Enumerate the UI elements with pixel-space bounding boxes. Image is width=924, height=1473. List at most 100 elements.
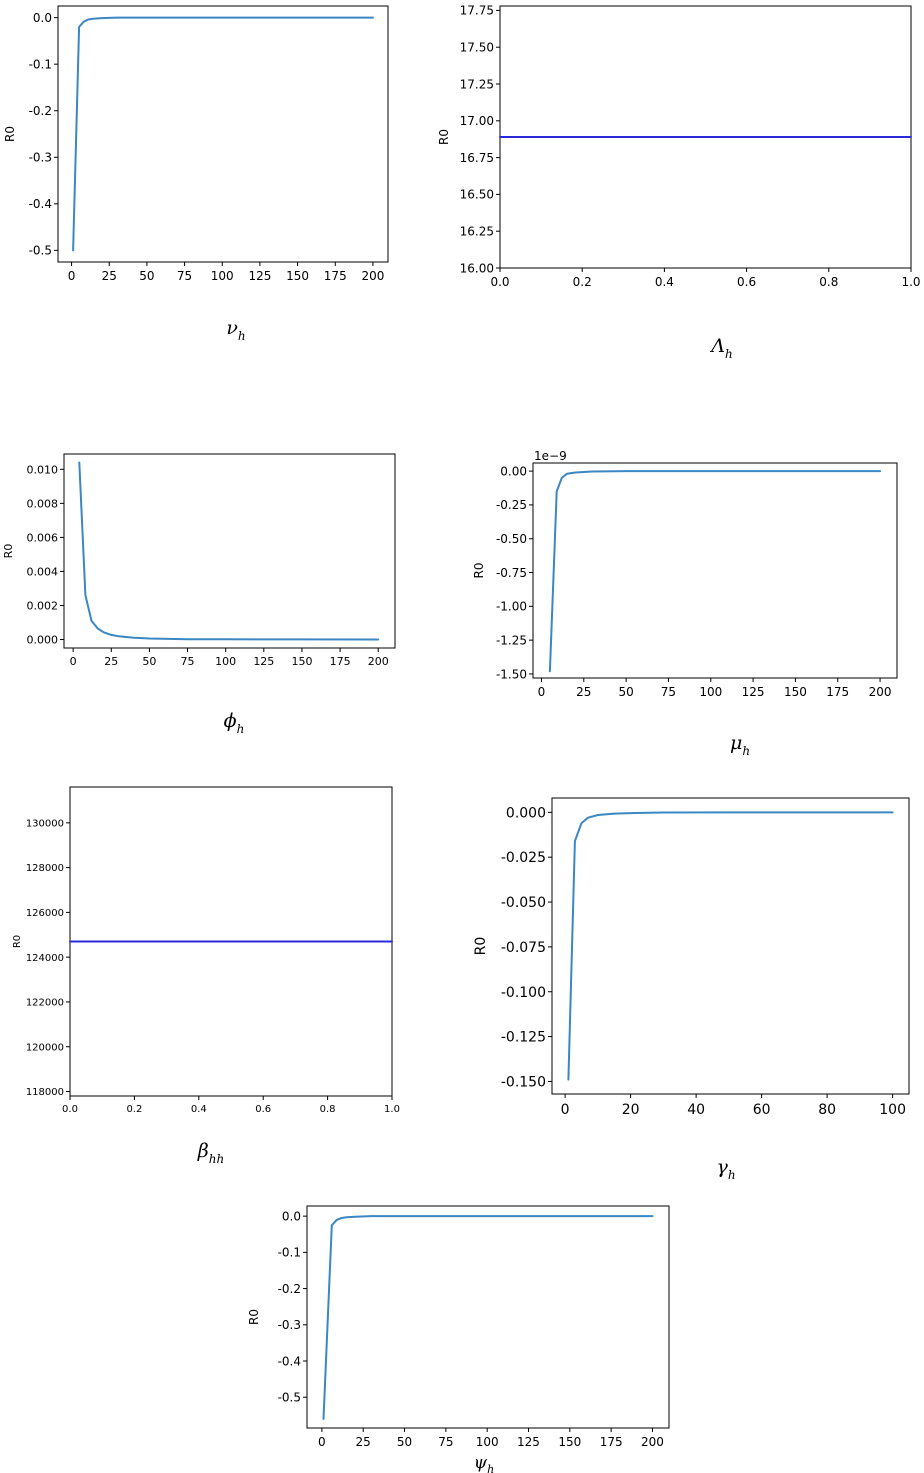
y-tick-label: -0.4 — [29, 197, 52, 211]
y-tick-label: 0.000 — [506, 805, 546, 821]
y-tick-label: 0.002 — [27, 599, 59, 612]
x-tick-label: 0 — [538, 685, 546, 699]
plot-frame — [57, 5, 389, 263]
y-tick-label: 17.50 — [460, 41, 494, 55]
x-axis-label-symbol: β — [197, 1140, 209, 1162]
y-tick-label: -0.025 — [501, 850, 546, 866]
subplot-lambda: 0.0 0.2 0.4 0.6 0.8 1.0 16.00 16.25 16.50 16.75 17… — [437, 4, 921, 361]
y-tick-label: 16.50 — [460, 188, 494, 202]
y-tick-label: -0.75 — [496, 566, 527, 580]
x-axis-label-symbol: μ — [730, 732, 742, 754]
x-tick-label: 25 — [104, 655, 118, 668]
y-tick-label: -0.100 — [501, 985, 546, 1001]
x-tick-label: 200 — [368, 655, 389, 668]
x-tick-label: 200 — [869, 685, 892, 699]
x-axis-label-subscript: h — [728, 1168, 736, 1182]
series-line — [78, 461, 380, 641]
x-tick-label: 75 — [181, 655, 195, 668]
x-axis-label-subscript: h — [238, 329, 246, 343]
x-tick-label: 50 — [618, 685, 633, 699]
y-axis-label: R0 — [473, 937, 489, 956]
x-tick-label: 1.0 — [901, 275, 920, 289]
y-tick-label: -0.5 — [29, 244, 52, 258]
y-tick-label: -0.2 — [29, 104, 52, 118]
x-tick-label: 25 — [576, 685, 591, 699]
y-tick-label: 0.0 — [282, 1209, 301, 1223]
x-axis-label: γh — [716, 1156, 735, 1182]
x-tick-label: 100 — [699, 685, 722, 699]
y-tick-label: 0.006 — [27, 531, 59, 544]
x-tick-label: 100 — [476, 1435, 499, 1449]
y-tick-label: 0.004 — [27, 565, 59, 578]
x-axis-label: ψh — [474, 1453, 494, 1473]
series-line — [322, 1215, 654, 1420]
y-tick-label: -0.1 — [29, 58, 52, 72]
y-axis-label: R0 — [2, 544, 15, 559]
x-axis-label: βhh — [197, 1140, 224, 1166]
x-axis-label: μh — [730, 732, 750, 758]
y-axis-label: R0 — [12, 935, 23, 948]
x-tick-label: 0 — [318, 1435, 326, 1449]
x-axis-label: ϕh — [224, 710, 245, 736]
x-tick-label: 0.6 — [737, 275, 756, 289]
x-tick-label: 150 — [784, 685, 807, 699]
y-tick-label: -0.4 — [278, 1354, 301, 1368]
x-tick-label: 175 — [324, 269, 347, 283]
y-tick-label: 120000 — [26, 1042, 64, 1053]
x-tick-label: 150 — [291, 655, 312, 668]
plot-frame — [551, 797, 910, 1095]
x-tick-label: 175 — [330, 655, 351, 668]
x-axis-label-symbol: ϕ — [224, 710, 237, 732]
x-tick-label: 0.8 — [819, 275, 838, 289]
x-axis-label-symbol: ν — [226, 317, 238, 339]
subplot-nu: 0 25 50 75 100 125 150 175 200 0.0 -0.1 -0.2 -0.3 -0.… — [3, 5, 389, 343]
series-line — [567, 811, 894, 1081]
x-tick-label: 0 — [70, 655, 77, 668]
y-tick-label: -0.3 — [278, 1318, 301, 1332]
y-tick-label: -0.25 — [496, 498, 527, 512]
x-tick-label: 0.4 — [191, 1104, 207, 1115]
subplot-phi: 0 25 50 75 100 125 150 175 200 0.000 0.002 0.004 0.0… — [2, 453, 396, 736]
x-tick-label: 200 — [641, 1435, 664, 1449]
y-tick-label: 0.010 — [27, 463, 59, 476]
x-tick-label: 0 — [68, 269, 76, 283]
x-axis-label-symbol: Λ — [709, 335, 725, 357]
plot-frame — [306, 1205, 670, 1429]
x-tick-label: 0.4 — [655, 275, 674, 289]
y-tick-label: 126000 — [26, 908, 64, 919]
y-tick-label: 17.75 — [460, 4, 494, 18]
x-tick-label: 175 — [826, 685, 849, 699]
y-tick-label: -1.00 — [496, 600, 527, 614]
x-tick-label: 100 — [215, 655, 236, 668]
y-tick-label: 124000 — [26, 953, 64, 964]
subplot-psi: 0 25 50 75 100 125 150 175 200 0.0 -0.1 -0.2 -0.3 -0.… — [247, 1205, 670, 1473]
y-tick-label: 0.000 — [27, 633, 59, 646]
x-tick-label: 125 — [248, 269, 271, 283]
y-tick-label: -0.050 — [501, 895, 546, 911]
x-tick-label: 150 — [286, 269, 309, 283]
x-tick-label: 75 — [438, 1435, 453, 1449]
y-tick-label: -1.50 — [496, 667, 527, 681]
x-axis-label-symbol: γ — [716, 1156, 728, 1178]
x-axis-label-subscript: hh — [209, 1152, 224, 1166]
x-tick-label: 20 — [622, 1102, 640, 1118]
y-tick-label: 16.75 — [460, 151, 494, 165]
x-tick-label: 80 — [818, 1102, 836, 1118]
y-tick-label: 17.00 — [460, 114, 494, 128]
y-tick-label: 0.00 — [500, 464, 527, 478]
x-tick-label: 75 — [661, 685, 676, 699]
x-tick-label: 1.0 — [384, 1104, 400, 1115]
y-tick-label: 130000 — [26, 818, 64, 829]
y-tick-label: 128000 — [26, 863, 64, 874]
x-tick-label: 125 — [517, 1435, 540, 1449]
y-tick-label: -0.3 — [29, 151, 52, 165]
y-tick-label: -0.2 — [278, 1282, 301, 1296]
y-tick-label: -0.125 — [501, 1030, 546, 1046]
series-line — [548, 470, 882, 673]
x-axis-label: Λh — [709, 335, 732, 361]
x-tick-label: 0.0 — [62, 1104, 78, 1115]
y-tick-label: 118000 — [26, 1087, 64, 1098]
y-tick-label: 16.25 — [460, 225, 494, 239]
series-line — [72, 16, 374, 252]
